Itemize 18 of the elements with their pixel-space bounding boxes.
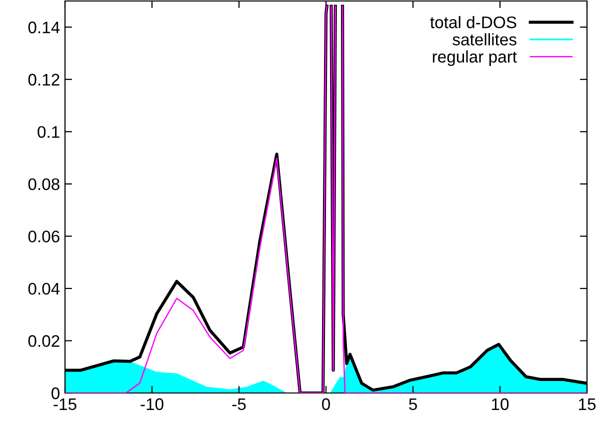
x-tick-label: -5	[232, 398, 246, 410]
x-tick-label: 5	[409, 398, 417, 410]
x-tick-label: 15	[579, 398, 596, 410]
y-tick-label: 0.06	[28, 230, 60, 242]
x-tick-label: -15	[54, 398, 76, 410]
x-tick-label: 10	[492, 398, 509, 410]
x-tick-label: 0	[322, 398, 330, 410]
y-tick-label: 0.04	[28, 282, 60, 295]
legend-label: total d-DOS	[430, 16, 516, 28]
legend-label: regular part	[432, 50, 517, 66]
y-tick-label: 0.12	[28, 74, 60, 86]
legend-label: satellites	[452, 33, 516, 46]
y-tick-label: 0.08	[28, 178, 60, 190]
y-tick-label: 0	[52, 387, 60, 400]
x-tick-label: -10	[140, 398, 164, 410]
y-tick-label: 0.14	[28, 22, 60, 34]
y-tick-label: 0.02	[28, 335, 60, 347]
y-tick-label: 0.1	[38, 126, 60, 138]
